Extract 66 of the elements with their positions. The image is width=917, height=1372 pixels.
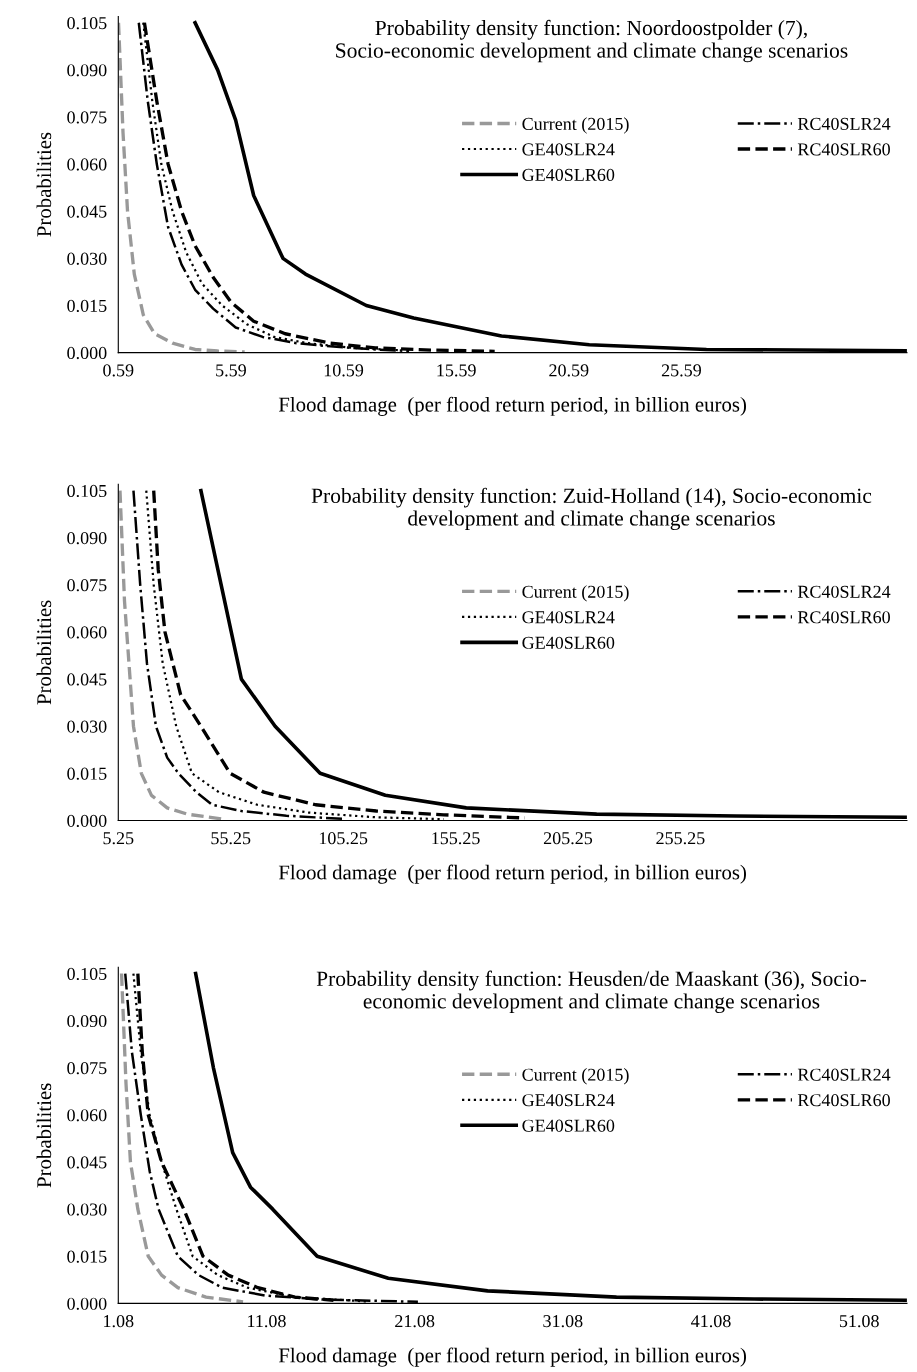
y-tick-label: 0.060 <box>67 158 107 171</box>
y-tick-label: 0.015 <box>67 767 107 780</box>
legend-label: Current (2015) <box>522 117 629 134</box>
x-tick-label: 21.08 <box>395 1315 435 1328</box>
y-tick-label: 0.090 <box>67 531 107 545</box>
legend-label: GE40SLR24 <box>522 143 615 156</box>
x-axis-title: Flood damage (per flood return period, in billion euros) <box>278 396 747 416</box>
y-tick-label: 0.060 <box>67 626 107 639</box>
legend-label: Current (2015) <box>522 1068 629 1085</box>
y-axis-title: Probabilities <box>36 1083 52 1188</box>
legend-label: RC40SLR60 <box>797 1094 890 1107</box>
x-axis-title: Flood damage (per flood return period, in billion euros) <box>278 1347 747 1367</box>
y-tick-label: 0.060 <box>67 1109 107 1122</box>
legend-label: GE40SLR24 <box>522 1094 615 1107</box>
x-tick-label: 0.59 <box>103 364 134 377</box>
x-tick-label: 25.59 <box>661 364 702 377</box>
x-tick-label: 1.08 <box>104 1315 134 1328</box>
legend-label: GE40SLR24 <box>522 611 615 624</box>
legend-label: RC40SLR24 <box>797 585 891 598</box>
y-tick-label: 0.045 <box>67 205 107 218</box>
x-tick-label: 41.08 <box>691 1315 731 1328</box>
x-tick-label: 31.08 <box>543 1315 583 1328</box>
x-tick-label: 155.25 <box>432 832 480 845</box>
x-tick-label: 5.25 <box>103 832 134 845</box>
y-tick-label: 0.015 <box>67 1250 107 1263</box>
y-tick-label: 0.030 <box>67 720 107 733</box>
y-tick-label: 0.075 <box>67 1062 107 1075</box>
text: Probability density function: Zuid-Holland (14), Socio-economic development and climate change scenarios <box>311 487 872 531</box>
y-tick-label: 0.105 <box>67 484 107 498</box>
y-tick-label: 0.090 <box>67 64 107 77</box>
x-tick-label: 10.59 <box>324 364 364 377</box>
x-tick-label: 51.08 <box>839 1315 879 1328</box>
x-tick-label: 20.59 <box>549 364 589 377</box>
legend-label: RC40SLR24 <box>797 1068 891 1081</box>
y-tick-label: 0.045 <box>67 673 107 686</box>
y-axis-title: Probabilities <box>36 132 52 237</box>
x-tick-label: 255.25 <box>656 832 705 845</box>
x-tick-label: 15.59 <box>437 364 476 377</box>
y-axis-title: Probabilities <box>36 600 52 705</box>
y-tick-label: 0.045 <box>67 1156 107 1169</box>
legend-label: GE40SLR60 <box>522 636 615 649</box>
y-tick-label: 0.030 <box>67 252 107 265</box>
y-tick-label: 0.000 <box>67 814 107 827</box>
y-tick-label: 0.015 <box>67 299 107 312</box>
legend-label: RC40SLR60 <box>797 611 890 624</box>
x-tick-label: 11.08 <box>248 1315 286 1328</box>
y-tick-label: 0.105 <box>67 967 107 981</box>
text: Probability density function: Heusden/de Maaskant (36), Socio- economic development and climate change scenarios <box>316 970 867 1013</box>
y-tick-label: 0.075 <box>67 579 107 592</box>
y-tick-label: 0.000 <box>67 1297 107 1310</box>
x-tick-label: 105.25 <box>319 832 368 845</box>
x-tick-label: 5.59 <box>216 364 246 377</box>
y-tick-label: 0.075 <box>67 111 107 124</box>
text: Probability density function: Noordoostpolder (7), Socio-economic development and climate change scenarios <box>336 19 848 63</box>
x-axis-title: Flood damage (per flood return period, in billion euros) <box>278 864 747 884</box>
legend-label: RC40SLR60 <box>797 143 890 156</box>
legend-label: RC40SLR24 <box>797 117 891 130</box>
legend-label: GE40SLR60 <box>522 1119 615 1132</box>
y-tick-label: 0.000 <box>67 346 107 360</box>
legend-label: Current (2015) <box>522 585 629 602</box>
y-tick-label: 0.030 <box>67 1203 107 1216</box>
legend-label: GE40SLR60 <box>522 168 615 182</box>
y-tick-label: 0.090 <box>67 1014 107 1028</box>
x-tick-label: 55.25 <box>211 832 251 845</box>
y-tick-label: 0.105 <box>67 17 107 30</box>
x-tick-label: 205.25 <box>543 832 593 845</box>
